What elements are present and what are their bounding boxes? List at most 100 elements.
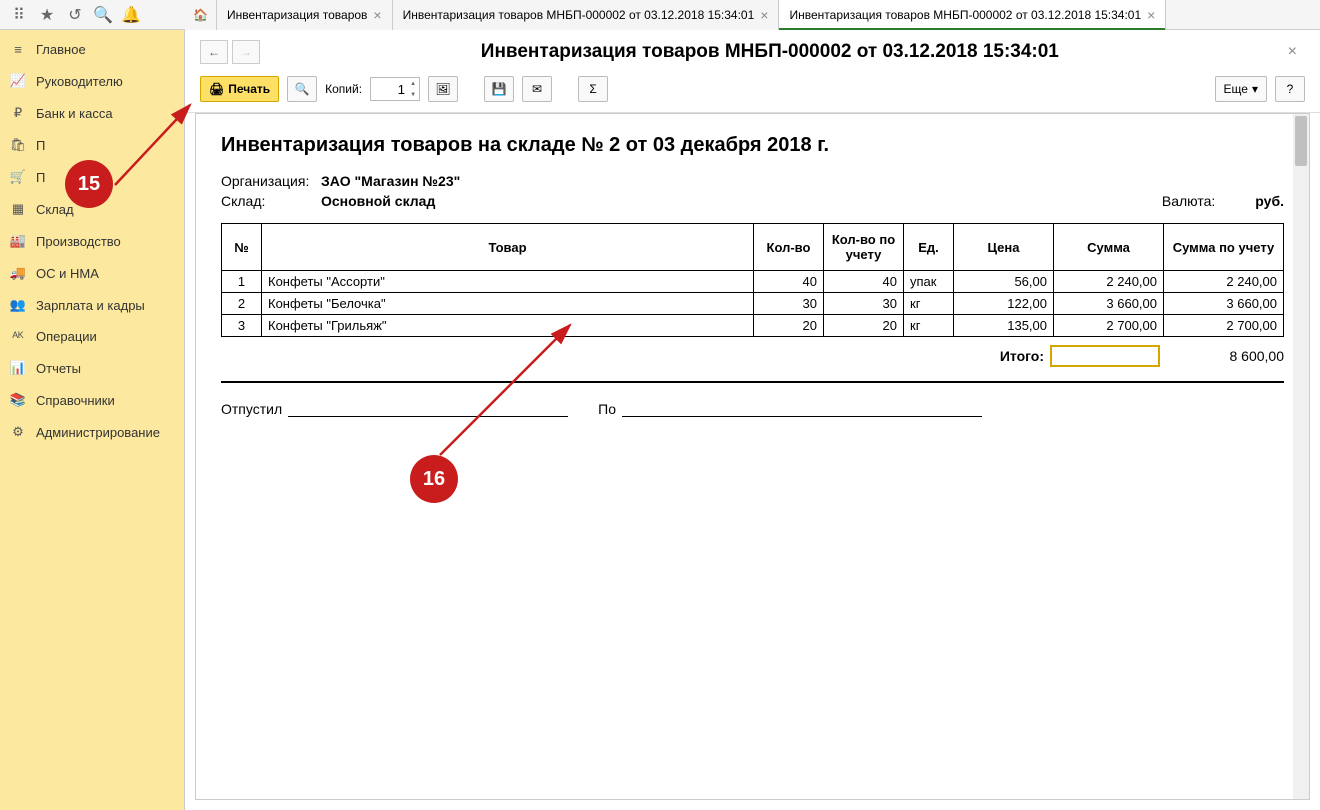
sum-button[interactable]: Σ	[578, 76, 608, 102]
col-price: Цена	[954, 224, 1054, 271]
chart-icon: 📈	[10, 73, 26, 89]
sidebar-item-assets[interactable]: 🚚 ОС и НМА	[0, 257, 184, 289]
sidebar-item-production[interactable]: 🏭Производство	[0, 225, 184, 257]
truck-icon: 🚚	[10, 265, 26, 281]
org-value: ЗАО "Магазин №23"	[321, 173, 460, 189]
tab-1[interactable]: Инвентаризация товаров ×	[217, 0, 393, 30]
sidebar-item-operations[interactable]: ᴬᴷ Операции	[0, 321, 184, 352]
currency-label: Валюта:	[1162, 193, 1215, 209]
document-body: Инвентаризация товаров на складе № 2 от …	[195, 113, 1310, 800]
bell-icon[interactable]: 🔔	[118, 2, 144, 28]
spinner-down[interactable]: ▼	[407, 89, 419, 100]
sidebar-item-label: Руководителю	[36, 74, 123, 89]
factory-icon: 🏭	[10, 233, 26, 249]
print-button[interactable]: 🖨 Печать	[200, 76, 279, 102]
sidebar-item-reports[interactable]: 📊Отчеты	[0, 352, 184, 384]
tab-3[interactable]: Инвентаризация товаров МНБП-000002 от 03…	[779, 0, 1166, 30]
col-qty: Кол-во	[754, 224, 824, 271]
sidebar-item-manager[interactable]: 📈 Руководителю	[0, 65, 184, 97]
close-button[interactable]: ×	[1280, 43, 1305, 61]
col-unit: Ед.	[904, 224, 954, 271]
ruble-icon: ₽	[10, 105, 26, 121]
scrollbar-thumb[interactable]	[1295, 116, 1307, 166]
close-icon[interactable]: ×	[373, 7, 381, 23]
bag-icon: 🛍	[10, 137, 26, 153]
nav-back-button[interactable]: ←	[200, 40, 228, 64]
close-icon[interactable]: ×	[1147, 7, 1155, 23]
sidebar-item-catalogs[interactable]: 📚 Справочники	[0, 384, 184, 416]
col-sumacc: Сумма по учету	[1164, 224, 1284, 271]
email-button[interactable]: ✉	[522, 76, 552, 102]
total-label: Итого:	[1000, 348, 1050, 364]
sidebar-item-label: Операции	[36, 329, 97, 344]
sidebar-item-label: Справочники	[36, 393, 115, 408]
help-icon: ?	[1287, 82, 1294, 96]
col-num: №	[222, 224, 262, 271]
table-row: 3Конфеты "Грильяж"2020кг135,002 700,002 …	[222, 315, 1284, 337]
more-label: Еще	[1224, 82, 1248, 96]
signature-line-2	[622, 416, 982, 417]
total-sum-box	[1050, 345, 1160, 367]
chevron-down-icon: ▾	[1252, 82, 1258, 96]
sigma-icon: Σ	[589, 82, 596, 96]
currency-value: руб.	[1255, 193, 1284, 209]
apps-icon[interactable]: ⠿	[6, 2, 32, 28]
image-button[interactable]: 🖼	[428, 76, 458, 102]
table-row: 1Конфеты "Ассорти"4040упак56,002 240,002…	[222, 271, 1284, 293]
people-icon: 👥	[10, 297, 26, 313]
sidebar-item-label: Отчеты	[36, 361, 81, 376]
tab-home[interactable]: 🏠	[185, 0, 217, 30]
callout-15: 15	[65, 160, 113, 208]
home-icon: 🏠	[193, 8, 208, 22]
print-icon: 🖨	[209, 82, 224, 96]
save-icon: 💾	[492, 82, 507, 96]
tab-label: Инвентаризация товаров МНБП-000002 от 03…	[403, 8, 755, 22]
sidebar-item-label: Зарплата и кадры	[36, 298, 145, 313]
sidebar-item-main[interactable]: ≡Главное	[0, 34, 184, 65]
released-label: Отпустил	[221, 401, 282, 417]
ak-icon: ᴬᴷ	[10, 329, 26, 344]
cart-icon: 🛒	[10, 169, 26, 185]
gear-icon: ⚙	[10, 424, 26, 440]
tabs: 🏠 Инвентаризация товаров × Инвентаризаци…	[185, 0, 1320, 30]
col-name: Товар	[262, 224, 754, 271]
sidebar-item-admin[interactable]: ⚙ Администрирование	[0, 416, 184, 448]
org-label: Организация:	[221, 173, 321, 189]
save-button[interactable]: 💾	[484, 76, 514, 102]
menu-icon: ≡	[10, 42, 26, 57]
print-label: Печать	[228, 82, 270, 96]
close-icon[interactable]: ×	[760, 7, 768, 23]
nav-forward-button[interactable]: →	[232, 40, 260, 64]
email-icon: ✉	[532, 82, 542, 96]
preview-icon: 🔍	[295, 82, 310, 96]
more-button[interactable]: Еще ▾	[1215, 76, 1267, 102]
star-icon[interactable]: ★	[34, 2, 60, 28]
sidebar-item-4[interactable]: 🛍П	[0, 129, 184, 161]
search-icon[interactable]: 🔍	[90, 2, 116, 28]
image-icon: 🖼	[435, 82, 450, 96]
by-label: По	[598, 401, 616, 417]
books-icon: 📚	[10, 392, 26, 408]
warehouse-label: Склад:	[221, 193, 321, 209]
sidebar-item-label: ОС и НМА	[36, 266, 99, 281]
sidebar-item-label: П	[36, 170, 45, 185]
table-row: 2Конфеты "Белочка"3030кг122,003 660,003 …	[222, 293, 1284, 315]
sidebar-item-label: Администрирование	[36, 425, 160, 440]
scrollbar[interactable]	[1293, 114, 1309, 799]
spinner-up[interactable]: ▲	[407, 78, 419, 89]
sidebar-item-bank[interactable]: ₽Банк и касса	[0, 97, 184, 129]
sidebar-item-label: Склад	[36, 202, 74, 217]
total-value: 8 600,00	[1164, 348, 1284, 364]
report-heading: Инвентаризация товаров на складе № 2 от …	[221, 134, 1284, 157]
sidebar-item-salary[interactable]: 👥 Зарплата и кадры	[0, 289, 184, 321]
history-icon[interactable]: ↺	[62, 2, 88, 28]
top-icons: ⠿ ★ ↺ 🔍 🔔	[0, 2, 185, 28]
preview-button[interactable]: 🔍	[287, 76, 317, 102]
help-button[interactable]: ?	[1275, 76, 1305, 102]
sidebar-item-label: П	[36, 138, 45, 153]
col-sum: Сумма	[1054, 224, 1164, 271]
tab-label: Инвентаризация товаров	[227, 8, 367, 22]
copies-label: Копий:	[325, 82, 362, 96]
sidebar: ≡Главное 📈Руководителю ₽Банк и касса 🛍П …	[0, 30, 185, 810]
tab-2[interactable]: Инвентаризация товаров МНБП-000002 от 03…	[393, 0, 780, 30]
